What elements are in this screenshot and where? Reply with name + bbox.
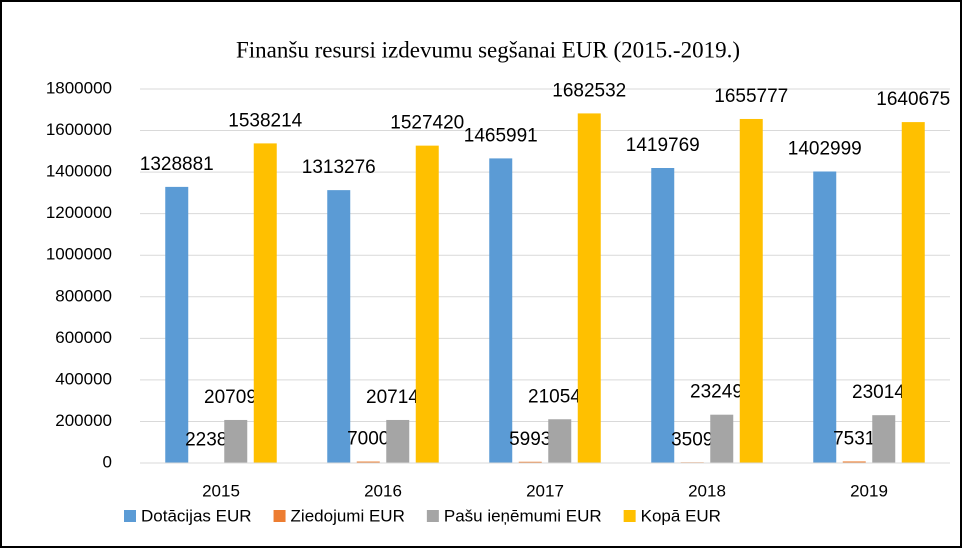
- chart-title: Finanšu resursi izdevumu segšanai EUR (2…: [236, 37, 740, 62]
- bar: [842, 461, 866, 463]
- bar: [739, 118, 763, 463]
- x-tick-label: 2017: [526, 481, 564, 500]
- y-tick-label: 1200000: [46, 203, 112, 222]
- data-label: 1313276: [302, 157, 376, 178]
- x-tick-label: 2019: [850, 481, 888, 500]
- bar: [651, 168, 675, 464]
- y-tick-label: 0: [103, 452, 112, 471]
- legend-swatch: [426, 510, 439, 522]
- data-label: 210548: [528, 386, 591, 407]
- data-label: 1527420: [390, 113, 464, 134]
- y-tick-label: 1600000: [46, 120, 112, 139]
- bar: [813, 171, 837, 464]
- bar: [901, 122, 925, 464]
- data-label: 1328881: [140, 154, 214, 175]
- data-label: 1538214: [228, 110, 302, 131]
- data-label: 207095: [204, 387, 267, 408]
- bar: [577, 113, 601, 464]
- y-tick-label: 200000: [55, 411, 112, 430]
- data-label: 2238: [185, 430, 227, 451]
- legend-swatch: [623, 510, 636, 522]
- bar: [548, 419, 572, 463]
- data-label: 1682532: [552, 80, 626, 101]
- data-label: 1655777: [714, 86, 788, 107]
- bar: [489, 158, 513, 463]
- data-label: 1419769: [626, 135, 700, 156]
- bar: [165, 186, 189, 463]
- legend-swatch: [124, 510, 136, 522]
- y-tick-label: 1400000: [46, 162, 112, 181]
- data-label: 1640675: [876, 89, 950, 110]
- bar: [710, 414, 734, 463]
- data-label: 230145: [852, 382, 915, 403]
- legend-swatch: [273, 510, 286, 522]
- x-tick-label: 2015: [202, 481, 240, 500]
- y-tick-label: 1000000: [46, 245, 112, 264]
- data-label: 5993: [509, 429, 551, 450]
- bar: [253, 143, 277, 463]
- bar: [356, 461, 380, 463]
- data-label: 7531: [833, 428, 875, 449]
- legend-label: Dotācijas EUR: [141, 506, 252, 525]
- data-label: 3509: [671, 429, 713, 450]
- data-label: 207144: [366, 387, 430, 408]
- data-label: 1402999: [788, 139, 862, 160]
- bar: [872, 415, 896, 463]
- bar: [386, 419, 410, 463]
- legend-label: Ziedojumi EUR: [291, 506, 405, 525]
- y-tick-label: 800000: [55, 286, 112, 305]
- y-tick-label: 600000: [55, 328, 112, 347]
- data-label: 1465991: [464, 125, 538, 146]
- y-tick-label: 1800000: [46, 78, 112, 97]
- y-tick-label: 400000: [55, 369, 112, 388]
- x-tick-label: 2018: [688, 481, 726, 500]
- bar: [224, 419, 248, 463]
- bar: [415, 145, 439, 464]
- data-label: 232499: [690, 382, 753, 403]
- bar: [327, 190, 351, 463]
- legend-label: Kopā EUR: [641, 506, 721, 525]
- data-label: 7000: [347, 429, 389, 450]
- bar: [518, 461, 542, 463]
- legend-label: Pašu ieņēmumi EUR: [444, 506, 602, 525]
- x-tick-label: 2016: [364, 481, 402, 500]
